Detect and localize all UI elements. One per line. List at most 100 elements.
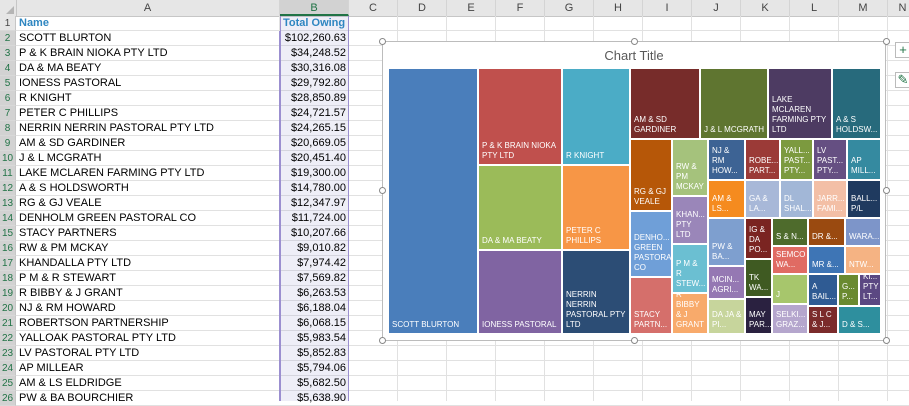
resize-handle[interactable] [379, 337, 386, 344]
select-all-corner[interactable] [0, 0, 17, 16]
row-header-20[interactable]: 20 [0, 301, 16, 316]
resize-handle[interactable] [883, 187, 890, 194]
name-cell[interactable]: P M & R STEWART [19, 272, 116, 284]
name-cell[interactable]: STACY PARTNERS [19, 227, 117, 239]
treemap-tile[interactable]: IONESS PASTORAL [478, 250, 562, 334]
owing-cell[interactable]: $6,263.53 [297, 287, 346, 299]
column-header-m[interactable]: M [839, 0, 888, 16]
row-header-3[interactable]: 3 [0, 46, 16, 61]
treemap-tile[interactable]: J & L MCGRATH [700, 68, 768, 139]
row-header-24[interactable]: 24 [0, 361, 16, 376]
resize-handle[interactable] [379, 187, 386, 194]
treemap-tile[interactable]: NJ & RM HOW... [708, 139, 745, 180]
treemap-tile[interactable]: D & S... [838, 306, 881, 334]
column-header-a[interactable]: A [16, 0, 280, 16]
treemap-tile[interactable]: NTW... [845, 246, 881, 274]
column-header-h[interactable]: H [594, 0, 643, 16]
row-header-4[interactable]: 4 [0, 61, 16, 76]
name-cell[interactable]: PW & BA BOURCHIER [19, 392, 134, 404]
name-cell[interactable]: P & K BRAIN NIOKA PTY LTD [19, 47, 168, 59]
treemap-tile[interactable]: P & K BRAIN NIOKA PTY LTD [478, 68, 562, 165]
name-cell[interactable]: R BIBBY & J GRANT [19, 287, 123, 299]
name-cell[interactable]: PETER C PHILLIPS [19, 107, 119, 119]
name-cell[interactable]: RW & PM MCKAY [19, 242, 109, 254]
treemap-tile[interactable]: TK WA... [745, 259, 772, 297]
treemap-tile[interactable]: MAY PAR... [745, 297, 772, 334]
treemap-tile[interactable]: R KNIGHT [562, 68, 630, 165]
row-header-5[interactable]: 5 [0, 76, 16, 91]
owing-cell[interactable]: $6,188.04 [297, 302, 346, 314]
treemap-tile[interactable]: IG & DA PO... [745, 218, 772, 259]
row-header-16[interactable]: 16 [0, 241, 16, 256]
row-header-21[interactable]: 21 [0, 316, 16, 331]
resize-handle[interactable] [631, 38, 638, 45]
owing-cell[interactable]: $24,721.57 [290, 107, 346, 119]
row-header-19[interactable]: 19 [0, 286, 16, 301]
row-header-15[interactable]: 15 [0, 226, 16, 241]
row-header-13[interactable]: 13 [0, 196, 16, 211]
owing-cell[interactable]: $5,852.83 [297, 347, 346, 359]
treemap-tile[interactable]: STACY PARTN... [630, 277, 672, 334]
chart-title[interactable]: Chart Title [604, 48, 664, 63]
treemap-tile[interactable]: AP MILL... [847, 139, 881, 180]
column-header-i[interactable]: I [643, 0, 692, 16]
name-cell[interactable]: LV PASTORAL PTY LTD [19, 347, 140, 359]
name-cell[interactable]: AM & LS ELDRIDGE [19, 377, 122, 389]
owing-cell[interactable]: $7,974.42 [297, 257, 346, 269]
row-header-18[interactable]: 18 [0, 271, 16, 286]
treemap-tile[interactable]: NERRIN NERRIN PASTORAL PTY LTD [562, 250, 630, 334]
treemap-tile[interactable]: SEMCO WA... [772, 246, 808, 274]
treemap-tile[interactable]: RW & PM MCKAY [672, 139, 708, 196]
row-header-11[interactable]: 11 [0, 166, 16, 181]
name-cell[interactable]: AP MILLEAR [19, 362, 84, 374]
treemap-tile[interactable]: WARA... [845, 218, 881, 246]
column-header-b[interactable]: B [280, 0, 349, 16]
owing-cell[interactable]: $12,347.97 [290, 197, 346, 209]
resize-handle[interactable] [883, 337, 890, 344]
name-cell[interactable]: SCOTT BLURTON [19, 32, 112, 44]
name-cell[interactable]: LAKE MCLAREN FARMING PTY LTD [19, 167, 205, 179]
column-header-n[interactable]: N [888, 0, 909, 16]
chart-styles-button[interactable]: ✎ [895, 72, 909, 88]
row-header-23[interactable]: 23 [0, 346, 16, 361]
name-cell[interactable]: NERRIN NERRIN PASTORAL PTY LTD [19, 122, 214, 134]
treemap-tile[interactable]: P M & R STEW... [672, 244, 708, 293]
chart-elements-button[interactable]: + [895, 42, 909, 58]
treemap-tile[interactable]: SELKI... GRAZ... [772, 304, 808, 334]
owing-cell[interactable]: $5,794.06 [297, 362, 346, 374]
treemap-tile[interactable]: PW & BA... [708, 218, 745, 266]
column-header-l[interactable]: L [790, 0, 839, 16]
row-header-6[interactable]: 6 [0, 91, 16, 106]
name-cell[interactable]: R KNIGHT [19, 92, 72, 104]
name-cell[interactable]: ROBERTSON PARTNERSHIP [19, 317, 169, 329]
owing-cell[interactable]: $28,850.89 [290, 92, 346, 104]
owing-cell[interactable]: $10,207.66 [290, 227, 346, 239]
treemap-tile[interactable]: MR &... [808, 246, 845, 274]
treemap-tile[interactable]: YALL... PAST... PTY... [780, 139, 813, 180]
name-cell[interactable]: DENHOLM GREEN PASTORAL CO [19, 212, 197, 224]
owing-cell[interactable]: $7,569.82 [297, 272, 346, 284]
resize-handle[interactable] [379, 38, 386, 45]
name-cell[interactable]: J & L MCGRATH [19, 152, 102, 164]
owing-cell[interactable]: $24,265.15 [290, 122, 346, 134]
treemap-tile[interactable]: DA JA & PI... [708, 299, 745, 334]
column-header-e[interactable]: E [447, 0, 496, 16]
name-cell[interactable]: IONESS PASTORAL [19, 77, 122, 89]
owing-cell[interactable]: $19,300.00 [290, 167, 346, 179]
resize-handle[interactable] [883, 38, 890, 45]
treemap-tile[interactable]: A & S HOLDSW... [832, 68, 881, 139]
treemap-tile[interactable]: DA & MA BEATY [478, 165, 562, 250]
row-header-12[interactable]: 12 [0, 181, 16, 196]
row-header-25[interactable]: 25 [0, 376, 16, 391]
name-cell[interactable]: DA & MA BEATY [19, 62, 102, 74]
treemap-tile[interactable]: A BAIL... [808, 274, 838, 306]
row-header-14[interactable]: 14 [0, 211, 16, 226]
name-cell[interactable]: RG & GJ VEALE [19, 197, 102, 209]
row-header-8[interactable]: 8 [0, 121, 16, 136]
owing-cell[interactable]: $5,682.50 [297, 377, 346, 389]
treemap-tile[interactable]: MCIN... AGRI... [708, 266, 745, 299]
owing-column-header[interactable]: Total Owing [283, 17, 346, 29]
row-header-17[interactable]: 17 [0, 256, 16, 271]
row-header-26[interactable]: 26 [0, 391, 16, 406]
owing-cell[interactable]: $102,260.63 [284, 32, 346, 44]
